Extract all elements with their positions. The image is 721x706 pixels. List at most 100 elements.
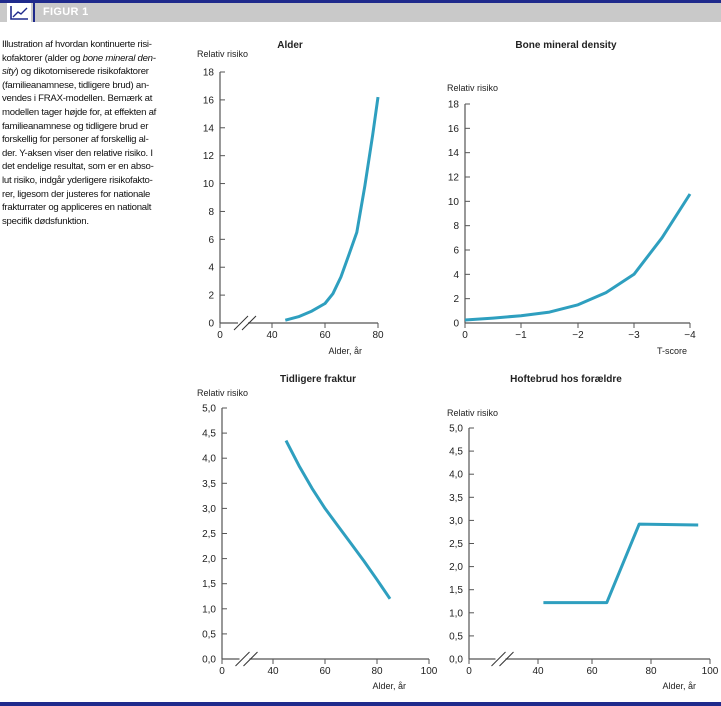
caption-line: Illustration af hvordan kontinuerte risi…	[2, 38, 172, 52]
x-tick-label: 0	[462, 330, 468, 341]
y-tick-label: 4,0	[202, 454, 216, 465]
y-tick-label: 16	[203, 95, 215, 106]
y-tick-label: 0	[453, 319, 459, 330]
y-tick-label: 0,5	[449, 631, 463, 642]
x-tick-label: 0	[466, 666, 472, 677]
chart-title: Alder	[277, 40, 303, 51]
y-tick-label: 2	[453, 294, 459, 305]
caption-text: ) og dikotomiserede risikofaktorer	[15, 66, 149, 78]
y-tick-label: 4	[453, 270, 459, 281]
x-tick-label: −2	[572, 330, 584, 341]
caption-text: modellen tager højde for, at effekten af	[2, 106, 157, 118]
y-tick-label: 1,5	[449, 585, 463, 596]
x-axis-label: T-score	[657, 346, 687, 356]
figure-title: FIGUR 1	[43, 6, 89, 18]
y-tick-label: 2,0	[449, 562, 463, 573]
caption-text: der. Y-aksen viser den relative risiko. …	[2, 147, 153, 159]
y-axis-label: Relativ risiko	[447, 83, 498, 93]
caption-text: familieanamnese og tidligere brud er	[2, 120, 149, 132]
x-axis-label: Alder, år	[662, 681, 696, 691]
caption-line: det endelige resultat, som er en abso-	[2, 160, 172, 174]
x-tick-label: 0	[217, 330, 223, 341]
y-tick-label: 12	[203, 151, 215, 162]
figure-caption: Illustration af hvordan kontinuerte risi…	[2, 38, 172, 228]
caption-line: familieanamnese og tidligere brud er	[2, 120, 172, 134]
caption-text: forskellig for personer af forskellig al…	[2, 134, 149, 146]
caption-line: modellen tager højde for, at effekten af	[2, 106, 172, 120]
y-tick-label: 4,0	[449, 470, 463, 481]
y-tick-label: 1,0	[449, 608, 463, 619]
y-tick-label: 14	[448, 148, 460, 159]
caption-line: vendes i FRAX-modellen. Bemærk at	[2, 92, 172, 106]
chart-title: Hoftebrud hos forældre	[510, 374, 622, 385]
axis-break-mark	[235, 651, 250, 667]
x-axis-label: Alder, år	[372, 681, 406, 691]
data-line	[464, 193, 692, 322]
y-tick-label: 4	[208, 263, 214, 274]
x-tick-label: −4	[684, 330, 696, 341]
caption-text: lut risiko, indgår yderligere risikofakt…	[2, 174, 153, 186]
y-tick-label: 3,0	[202, 504, 216, 515]
axis-break-mark	[491, 651, 506, 667]
y-tick-label: 10	[203, 179, 215, 190]
x-tick-label: 100	[421, 666, 438, 677]
y-tick-label: 6	[453, 246, 459, 257]
y-tick-label: 10	[448, 197, 460, 208]
x-tick-label: 100	[702, 666, 719, 677]
y-axis-label: Relativ risiko	[197, 388, 248, 398]
y-tick-label: 12	[448, 173, 460, 184]
y-tick-label: 4,5	[202, 429, 216, 440]
data-line	[543, 522, 699, 605]
caption-text: vendes i FRAX-modellen. Bemærk at	[2, 93, 153, 105]
axis-break-mark	[233, 315, 249, 331]
caption-text: frakturrater og appliceres en nationalt	[2, 202, 152, 214]
x-axis-label: Alder, år	[328, 346, 362, 356]
y-tick-label: 18	[448, 100, 460, 111]
caption-text: kofaktorer (alder og	[2, 52, 83, 64]
x-tick-label: 40	[532, 666, 544, 677]
y-tick-label: 0,0	[202, 655, 216, 666]
y-tick-label: 0,0	[449, 655, 463, 666]
caption-line: forskellig for personer af forskellig al…	[2, 133, 172, 147]
y-tick-label: 3,5	[449, 493, 463, 504]
caption-text: sity	[2, 66, 16, 78]
line-chart-icon	[7, 3, 31, 22]
x-tick-label: −1	[515, 330, 527, 341]
chart-title: Bone mineral density	[515, 40, 617, 51]
data-line	[284, 96, 380, 322]
y-tick-label: 1,0	[202, 604, 216, 615]
y-tick-label: 8	[208, 207, 214, 218]
y-tick-label: 0	[208, 319, 214, 330]
y-tick-label: 3,0	[449, 516, 463, 527]
axis-break-mark	[241, 315, 257, 331]
caption-text: (familieanamnese, tidligere brud) an-	[2, 79, 149, 91]
x-tick-label: 0	[219, 666, 225, 677]
x-tick-label: 80	[371, 666, 383, 677]
axis-break-mark	[499, 651, 514, 667]
y-tick-label: 18	[203, 68, 215, 79]
x-tick-label: 80	[372, 330, 384, 341]
caption-line: der. Y-aksen viser den relative risiko. …	[2, 147, 172, 161]
caption-text: rer, ligesom der justeres for nationale	[2, 188, 151, 200]
y-tick-label: 6	[208, 235, 214, 246]
caption-line: rer, ligesom der justeres for nationale	[2, 188, 172, 202]
y-tick-label: 5,0	[449, 424, 463, 435]
x-tick-label: 40	[267, 666, 279, 677]
y-tick-label: 2,5	[449, 539, 463, 550]
figure-header-bar	[0, 3, 721, 22]
y-axis-label: Relativ risiko	[197, 49, 248, 59]
y-tick-label: 1,5	[202, 579, 216, 590]
x-tick-label: −3	[628, 330, 640, 341]
x-tick-label: 60	[319, 330, 331, 341]
y-axis-label: Relativ risiko	[447, 408, 498, 418]
x-tick-label: 40	[266, 330, 278, 341]
caption-line: (familieanamnese, tidligere brud) an-	[2, 79, 172, 93]
data-line	[284, 439, 392, 600]
y-tick-label: 8	[453, 221, 459, 232]
axis-break-mark	[243, 651, 258, 667]
y-tick-label: 4,5	[449, 447, 463, 458]
y-tick-label: 5,0	[202, 404, 216, 415]
chart-title: Tidligere fraktur	[280, 374, 356, 385]
caption-line: kofaktorer (alder og bone mineral den-	[2, 52, 172, 66]
